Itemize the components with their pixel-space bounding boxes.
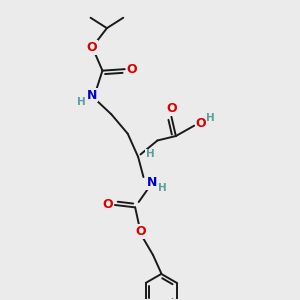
Text: H: H: [158, 183, 167, 193]
Text: O: O: [166, 102, 177, 115]
Text: O: O: [102, 199, 113, 212]
Text: N: N: [87, 88, 97, 101]
Text: O: O: [127, 63, 137, 76]
Text: O: O: [87, 41, 98, 54]
Text: H: H: [77, 97, 86, 106]
Text: H: H: [206, 113, 215, 123]
Text: O: O: [135, 225, 146, 238]
Text: H: H: [146, 149, 155, 160]
Text: N: N: [147, 176, 157, 190]
Text: O: O: [196, 117, 206, 130]
